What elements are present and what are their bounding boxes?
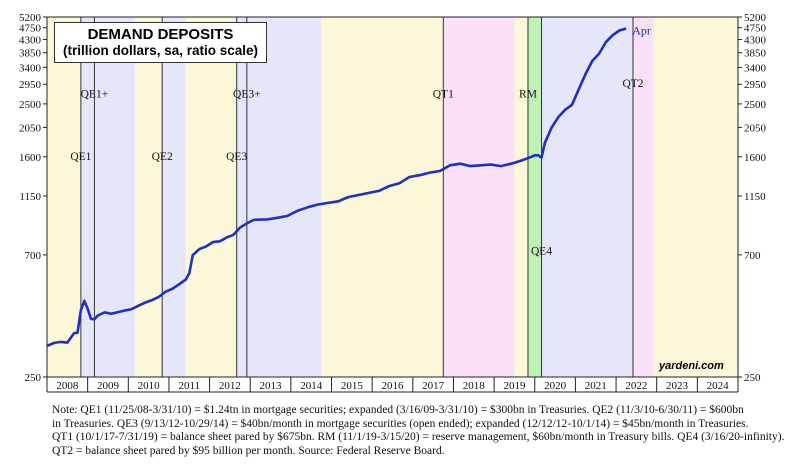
shaded-period xyxy=(135,17,163,377)
shaded-period xyxy=(80,17,136,377)
footnote-line: Note: QE1 (11/25/08-3/31/10) = $1.24tn i… xyxy=(52,404,744,416)
y-tick-label-right: 5200 xyxy=(744,12,767,24)
footnote: Note: QE1 (11/25/08-3/31/10) = $1.24tn i… xyxy=(52,404,792,458)
y-tick-label-left: 4300 xyxy=(19,35,42,47)
y-tick-label-left: 1150 xyxy=(19,191,41,203)
y-tick-label-left: 5200 xyxy=(19,12,42,24)
x-tick-label: 2010 xyxy=(138,380,161,392)
event-label: RM xyxy=(519,89,537,101)
y-tick-label-right: 700 xyxy=(744,250,761,262)
y-tick-label-left: 250 xyxy=(25,372,42,384)
footnote-line: QT1 (10/1/17-7/31/19) = balance sheet pa… xyxy=(52,431,785,443)
x-tick-label: 2011 xyxy=(178,380,200,392)
y-tick-label-left: 1600 xyxy=(19,152,42,164)
x-tick-label: 2018 xyxy=(463,380,486,392)
x-tick-label: 2019 xyxy=(503,380,526,392)
footnote-line: QT2 = balance sheet pared by $95 billion… xyxy=(52,444,445,457)
y-tick-label-left: 2050 xyxy=(19,122,42,134)
shaded-period xyxy=(443,17,515,377)
x-tick-label: 2015 xyxy=(341,380,364,392)
shaded-period xyxy=(632,17,654,377)
y-tick-label-right: 4300 xyxy=(744,35,767,47)
y-tick-label-right: 1600 xyxy=(744,152,767,164)
x-tick-label: 2012 xyxy=(219,380,241,392)
x-tick-label: 2014 xyxy=(300,380,323,392)
shaded-period xyxy=(653,17,738,377)
source-watermark: yardeni.com xyxy=(659,360,724,372)
shaded-period xyxy=(185,17,237,377)
x-tick-label: 2009 xyxy=(97,380,120,392)
chart-subtitle: (trillion dollars, sa, ratio scale) xyxy=(63,43,259,58)
y-tick-label-right: 3400 xyxy=(744,62,767,74)
y-tick-label-right: 2500 xyxy=(744,99,767,111)
event-label: QE3 xyxy=(226,151,247,163)
y-tick-label-right: 3850 xyxy=(744,48,767,60)
x-tick-label: 2023 xyxy=(666,380,689,392)
chart-title-box: DEMAND DEPOSITS (trillion dollars, sa, r… xyxy=(54,22,268,63)
y-tick-label-left: 4750 xyxy=(19,23,42,35)
x-tick-label: 2021 xyxy=(585,380,607,392)
shaded-period xyxy=(321,17,444,377)
shaded-period xyxy=(541,17,633,377)
y-tick-label-right: 2950 xyxy=(744,79,767,91)
shaded-period xyxy=(236,17,322,377)
x-tick-label: 2020 xyxy=(544,380,567,392)
series-line xyxy=(46,27,627,348)
end-label: Apr xyxy=(632,23,651,37)
y-tick-label-right: 2050 xyxy=(744,122,767,134)
event-label: QE1+ xyxy=(81,89,109,101)
y-tick-label-right: 4750 xyxy=(744,23,767,35)
event-label: QE4 xyxy=(531,246,552,258)
x-tick-label: 2013 xyxy=(260,380,283,392)
shaded-period xyxy=(47,17,81,377)
y-tick-label-left: 700 xyxy=(25,250,42,262)
y-tick-label-left: 2500 xyxy=(19,99,42,111)
x-tick-label: 2024 xyxy=(707,380,730,392)
footnote-line: in Treasuries. QE3 (9/13/12-10/29/14) = … xyxy=(52,417,749,430)
y-tick-label-right: 1150 xyxy=(744,191,766,203)
y-tick-label-left: 3850 xyxy=(19,48,42,60)
chart-title: DEMAND DEPOSITS xyxy=(87,26,234,43)
y-tick-label-right: 250 xyxy=(744,372,761,384)
plot-frame xyxy=(46,16,739,378)
x-tick-label: 2022 xyxy=(625,380,647,392)
shaded-period xyxy=(527,17,542,377)
shaded-period xyxy=(514,17,528,377)
event-label: QE3+ xyxy=(233,89,261,101)
x-tick-label: 2016 xyxy=(382,380,405,392)
event-label: QT2 xyxy=(622,78,643,90)
y-tick-label-left: 2950 xyxy=(19,79,42,91)
event-label: QT1 xyxy=(433,89,454,101)
shaded-period xyxy=(162,17,186,377)
x-tick-label: 2008 xyxy=(56,380,79,392)
event-label: QE1 xyxy=(70,151,91,163)
y-tick-label-left: 3400 xyxy=(19,62,42,74)
demand-deposits-chart: QE1 QE1+ QE2 QE3 QE3+ QT1 RM QE4 QT2 250 250 700 700… xyxy=(19,12,767,393)
event-label: QE2 xyxy=(152,151,173,163)
x-tick-label: 2017 xyxy=(422,380,445,392)
